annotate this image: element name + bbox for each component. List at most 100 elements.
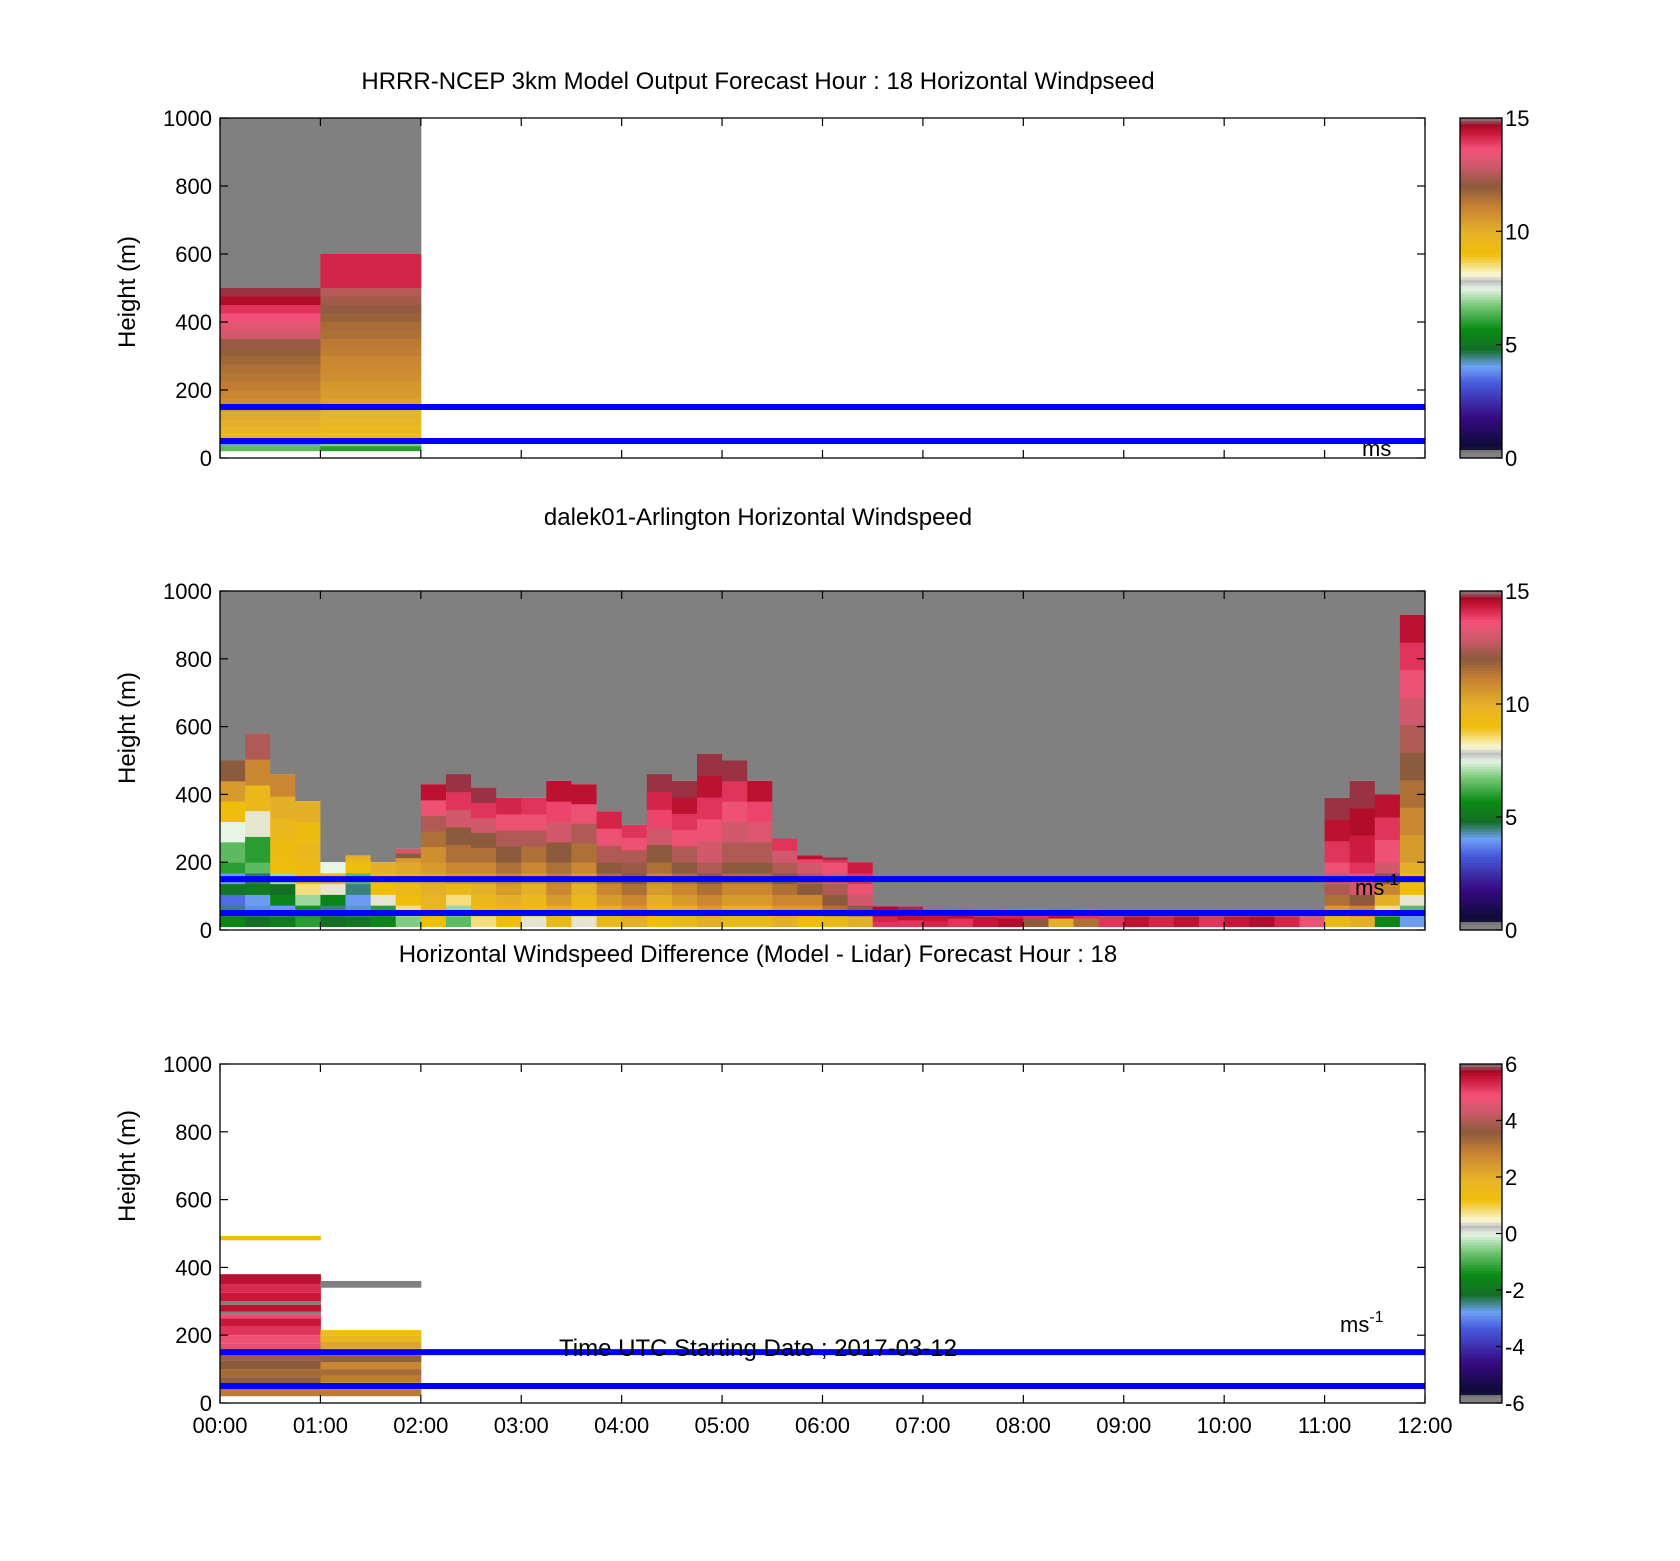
heatmap-cell bbox=[1073, 591, 1100, 910]
y-tick-label: 1000 bbox=[163, 106, 212, 131]
heatmap-cell bbox=[747, 821, 773, 843]
colorbar-segment bbox=[1460, 1374, 1502, 1379]
colorbar-segment bbox=[1460, 123, 1502, 128]
heatmap-cell bbox=[1399, 697, 1426, 726]
heatmap-cell bbox=[220, 1326, 321, 1336]
heatmap-cell bbox=[546, 801, 572, 823]
colorbar-segment bbox=[1460, 901, 1502, 906]
heatmap-cell bbox=[571, 803, 598, 824]
heatmap-cell bbox=[772, 883, 798, 895]
heatmap-cell bbox=[320, 591, 347, 863]
colorbar-segment bbox=[1460, 1213, 1502, 1218]
colorbar-segment bbox=[1460, 163, 1502, 167]
heatmap-cell bbox=[245, 591, 271, 734]
heatmap-cell bbox=[496, 862, 522, 874]
colorbar-segment bbox=[1460, 149, 1502, 153]
heatmap-cell bbox=[1123, 916, 1150, 928]
panel-model-ylabel: Height (m) bbox=[114, 236, 141, 348]
heatmap-cell bbox=[696, 818, 723, 842]
colorbar-segment bbox=[1460, 1306, 1502, 1311]
y-tick-label: 200 bbox=[175, 1323, 212, 1348]
heatmap-cell bbox=[270, 774, 296, 797]
heatmap-cell bbox=[722, 883, 748, 895]
heatmap-cell bbox=[420, 883, 447, 895]
colorbar-segment bbox=[1460, 302, 1502, 306]
colorbar-segment bbox=[1460, 828, 1502, 832]
x-tick-label: 06:00 bbox=[795, 1413, 850, 1438]
heatmap-cell bbox=[772, 862, 798, 874]
heatmap-cell bbox=[747, 801, 773, 823]
heatmap-cell bbox=[370, 894, 397, 906]
heatmap-cell bbox=[1048, 918, 1075, 928]
colorbar-segment bbox=[1460, 188, 1502, 193]
heatmap-cell bbox=[722, 760, 748, 782]
colorbar-segment bbox=[1460, 783, 1502, 787]
heatmap-cell bbox=[496, 846, 522, 863]
heatmap-cell bbox=[496, 915, 522, 928]
colorbar-frame bbox=[1459, 117, 1503, 459]
colorbar-segment bbox=[1460, 1397, 1502, 1401]
heatmap-cell bbox=[722, 821, 748, 843]
colorbar-segment bbox=[1460, 675, 1502, 680]
heatmap-cell bbox=[320, 398, 422, 407]
colorbar-tick-label: -6 bbox=[1505, 1391, 1525, 1416]
heatmap-cell bbox=[270, 796, 296, 819]
heatmap-cell bbox=[345, 894, 372, 906]
colorbar-segment bbox=[1460, 701, 1502, 705]
colorbar-segment bbox=[1460, 129, 1502, 133]
colorbar-segment bbox=[1460, 622, 1502, 626]
colorbar-segment bbox=[1460, 633, 1502, 637]
heatmap-cell bbox=[471, 915, 497, 928]
colorbar-segment bbox=[1460, 1250, 1502, 1254]
heatmap-cell bbox=[847, 862, 874, 874]
colorbar-segment bbox=[1460, 644, 1502, 649]
heatmap-cell bbox=[220, 1274, 321, 1285]
heatmap-cell bbox=[571, 915, 598, 928]
heatmap-cell bbox=[722, 780, 748, 802]
colorbar-segment bbox=[1460, 1131, 1502, 1136]
heatmap-cell bbox=[671, 829, 698, 847]
colorbar-segment bbox=[1460, 242, 1502, 247]
heatmap-cell bbox=[596, 828, 623, 846]
colorbar-segment bbox=[1460, 842, 1502, 846]
heatmap-cell bbox=[1399, 591, 1426, 615]
colorbar-segment bbox=[1460, 678, 1502, 682]
heatmap-cell bbox=[596, 894, 623, 906]
colorbar-segment bbox=[1460, 222, 1502, 227]
heatmap-cell bbox=[646, 826, 673, 846]
y-tick-label: 400 bbox=[175, 1255, 212, 1280]
colorbar-segment bbox=[1460, 373, 1502, 377]
heatmap-cell bbox=[1324, 915, 1351, 928]
colorbar-segment bbox=[1460, 1391, 1502, 1396]
heatmap-cell bbox=[220, 1360, 321, 1370]
panel-difference-xlabel: Time UTC Starting Date ; 2017-03-12 bbox=[559, 1335, 957, 1362]
heatmap-cell bbox=[220, 339, 321, 348]
colorbar-segment bbox=[1460, 867, 1502, 872]
colorbar-segment bbox=[1460, 225, 1502, 230]
colorbar-segment bbox=[1460, 752, 1502, 756]
colorbar-segment bbox=[1460, 859, 1502, 863]
heatmap-cell bbox=[1349, 835, 1376, 863]
colorbar-segment bbox=[1460, 1168, 1502, 1172]
colorbar-segment bbox=[1460, 658, 1502, 663]
heatmap-cell bbox=[220, 305, 321, 314]
heatmap-cell bbox=[320, 1369, 422, 1376]
heatmap-cell bbox=[220, 862, 246, 874]
panel-lidar-colorbar: 0 5 10 15 bbox=[1459, 579, 1529, 943]
colorbar-segment bbox=[1460, 285, 1502, 289]
heatmap-cell bbox=[320, 356, 422, 365]
heatmap-cell bbox=[571, 883, 598, 895]
colorbar-segment bbox=[1460, 870, 1502, 875]
colorbar-segment bbox=[1460, 1244, 1502, 1249]
heatmap-cell bbox=[320, 390, 422, 399]
colorbar-segment bbox=[1460, 639, 1502, 643]
heatmap-cell bbox=[295, 841, 321, 863]
colorbar-tick-label: 15 bbox=[1505, 106, 1529, 131]
colorbar-segment bbox=[1460, 910, 1502, 914]
heatmap-cell bbox=[445, 791, 472, 810]
heatmap-cell bbox=[822, 857, 849, 861]
heatmap-cell bbox=[420, 799, 447, 816]
colorbar-segment bbox=[1460, 913, 1502, 917]
colorbar-segment bbox=[1460, 1301, 1502, 1305]
colorbar-segment bbox=[1460, 140, 1502, 145]
